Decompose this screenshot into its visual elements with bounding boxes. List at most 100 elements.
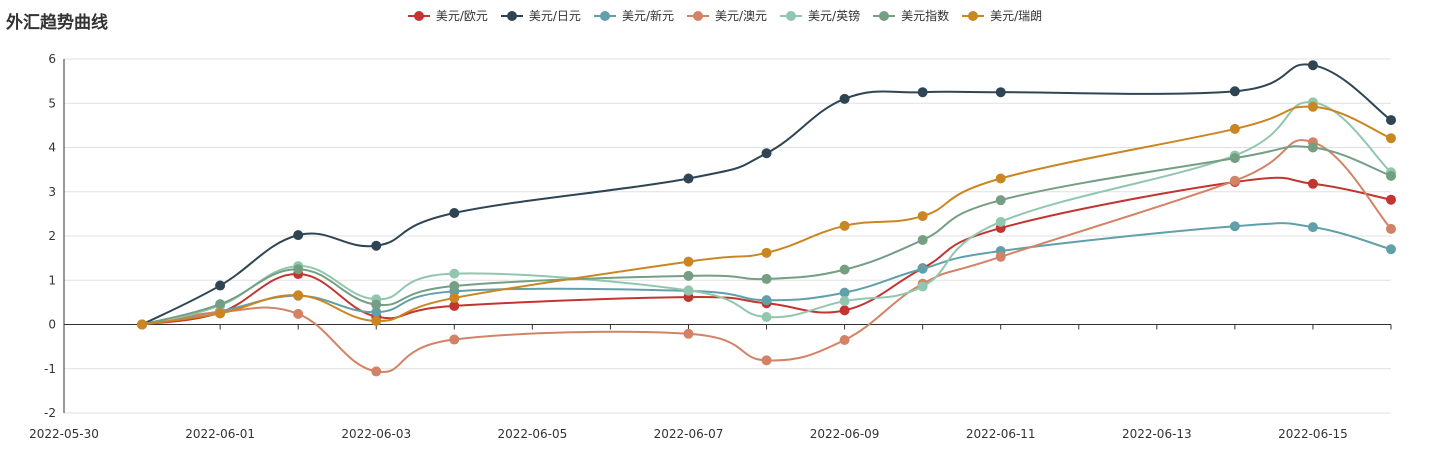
legend-item-3[interactable]: 美元/新元 xyxy=(593,7,674,24)
data-point xyxy=(1386,223,1396,234)
x-tick-label: 2022-05-30 xyxy=(29,427,99,441)
legend-item-1[interactable]: 美元/欧元 xyxy=(407,7,488,24)
data-point xyxy=(761,273,772,284)
data-point xyxy=(761,148,772,159)
y-tick-label: 1 xyxy=(48,273,56,287)
legend-label: 美元/瑞朗 xyxy=(990,9,1043,23)
data-point xyxy=(683,270,694,281)
data-point xyxy=(917,281,928,292)
data-point xyxy=(449,292,460,303)
data-point xyxy=(215,308,226,319)
x-tick-label: 2022-06-09 xyxy=(810,427,880,441)
data-point xyxy=(1229,221,1240,232)
data-point xyxy=(1229,153,1240,164)
data-point xyxy=(449,281,460,292)
data-point xyxy=(761,311,772,322)
data-point xyxy=(761,247,772,258)
data-point xyxy=(1229,86,1240,97)
legend-label: 美元/澳元 xyxy=(714,9,768,23)
data-point xyxy=(917,234,928,245)
data-point xyxy=(1229,175,1240,186)
data-point xyxy=(371,240,382,251)
y-tick-label: 4 xyxy=(48,141,56,155)
data-point xyxy=(1307,222,1318,233)
data-point xyxy=(293,230,304,241)
legend-swatch xyxy=(686,10,709,21)
data-point xyxy=(995,173,1006,184)
legend-label: 美元/日元 xyxy=(528,9,581,23)
y-tick-label: 2 xyxy=(48,229,56,243)
data-point xyxy=(761,355,772,366)
legend-swatch xyxy=(780,10,803,21)
data-point xyxy=(683,256,694,267)
data-point xyxy=(839,264,850,275)
legend-swatch xyxy=(962,10,985,21)
data-point xyxy=(449,207,460,218)
series-line-3 xyxy=(141,222,1392,326)
y-tick-label: 3 xyxy=(48,185,56,199)
y-tick-label: 5 xyxy=(48,96,56,110)
data-point xyxy=(917,211,928,222)
legend-label: 美元/欧元 xyxy=(435,9,488,23)
data-point xyxy=(1386,170,1396,181)
legend-swatch xyxy=(500,10,523,21)
data-point xyxy=(449,334,460,345)
data-point xyxy=(137,319,148,330)
legend-swatch xyxy=(873,10,896,21)
data-point xyxy=(995,87,1006,98)
data-point xyxy=(215,299,226,310)
data-point xyxy=(917,263,928,274)
data-point xyxy=(995,195,1006,206)
y-tick-label: 0 xyxy=(48,318,56,332)
data-point xyxy=(1307,142,1318,153)
data-point xyxy=(293,264,304,275)
data-point xyxy=(839,334,850,345)
legend-item-2[interactable]: 美元/日元 xyxy=(500,7,581,24)
chart-legend: 美元/欧元 美元/日元 美元/新元 美元/澳元 美元/英镑 美元指数 美元/瑞朗 xyxy=(0,7,1449,24)
data-point xyxy=(1386,194,1396,205)
legend-item-7[interactable]: 美元/瑞朗 xyxy=(961,7,1042,24)
data-point xyxy=(293,308,304,319)
legend-item-5[interactable]: 美元/英镑 xyxy=(779,7,860,24)
y-tick-label: -1 xyxy=(44,362,56,376)
data-point xyxy=(1386,133,1396,144)
x-tick-label: 2022-06-13 xyxy=(1122,427,1192,441)
data-point xyxy=(917,87,928,98)
data-point xyxy=(839,296,850,307)
x-tick-label: 2022-06-03 xyxy=(341,427,411,441)
data-point xyxy=(371,315,382,326)
x-tick-label: 2022-06-15 xyxy=(1278,427,1348,441)
data-point xyxy=(1307,101,1318,112)
data-point xyxy=(683,328,694,339)
data-point xyxy=(293,290,304,301)
data-point xyxy=(1386,115,1396,126)
legend-label: 美元/新元 xyxy=(621,9,674,23)
data-point xyxy=(1229,123,1240,134)
x-tick-label: 2022-06-01 xyxy=(185,427,255,441)
legend-label: 美元指数 xyxy=(901,9,950,23)
data-point xyxy=(839,287,850,298)
data-point xyxy=(683,173,694,184)
data-point xyxy=(995,216,1006,227)
legend-item-4[interactable]: 美元/澳元 xyxy=(686,7,767,24)
data-point xyxy=(449,268,460,279)
legend-swatch xyxy=(593,10,616,21)
data-point xyxy=(683,285,694,296)
legend-label: 美元/英镑 xyxy=(808,9,861,23)
data-point xyxy=(371,366,382,377)
data-point xyxy=(215,280,226,291)
data-point xyxy=(1386,244,1396,255)
y-tick-label: -2 xyxy=(44,406,56,420)
data-point xyxy=(839,220,850,231)
data-point xyxy=(839,93,850,104)
y-tick-label: 6 xyxy=(48,52,56,66)
legend-swatch xyxy=(407,10,430,21)
data-point xyxy=(839,305,850,316)
x-tick-label: 2022-06-11 xyxy=(966,427,1036,441)
data-point xyxy=(761,295,772,306)
chart-title: 外汇趋势曲线 xyxy=(6,13,108,33)
legend-item-6[interactable]: 美元指数 xyxy=(872,7,949,24)
x-tick-label: 2022-06-07 xyxy=(654,427,724,441)
data-point xyxy=(371,299,382,310)
